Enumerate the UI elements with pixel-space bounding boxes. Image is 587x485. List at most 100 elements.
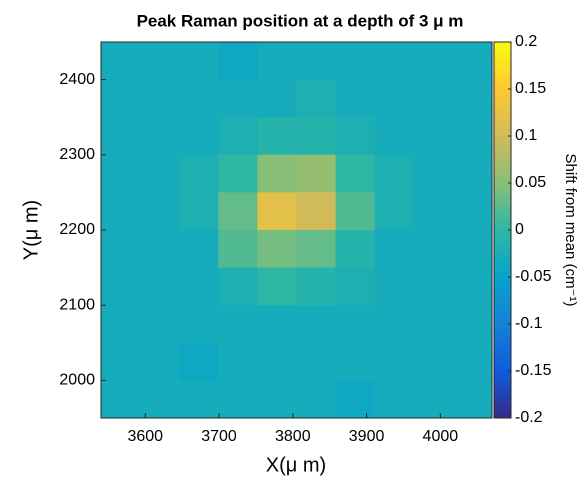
colorbar-tick-label: -0.05 (515, 268, 552, 285)
heatmap-cell (218, 305, 258, 344)
heatmap-cell (413, 342, 454, 381)
heatmap-cell (374, 42, 415, 81)
heatmap-cell (335, 305, 376, 344)
heatmap-cell (101, 79, 141, 118)
heatmap-cell (179, 117, 219, 156)
heatmap-cell (257, 305, 297, 344)
heatmap-cell (257, 154, 297, 193)
y-tick-label: 2100 (59, 296, 95, 313)
heatmap-cell (296, 267, 337, 306)
heatmap-cell (296, 154, 337, 193)
heatmap-cell (140, 305, 180, 344)
heatmap-cell (335, 79, 376, 118)
heatmap-cell (452, 230, 493, 269)
heatmap-cell (413, 305, 454, 344)
heatmap-cell (140, 79, 180, 118)
heatmap-cell (335, 42, 376, 81)
heatmap-cell (296, 305, 337, 344)
heatmap-cell (179, 79, 219, 118)
heatmap-cell (218, 117, 258, 156)
heatmap-cell (452, 154, 493, 193)
heatmap-cell (374, 117, 415, 156)
heatmap-cell (179, 230, 219, 269)
heatmap-cell (374, 267, 415, 306)
heatmap-cell (257, 267, 297, 306)
heatmap-cell (140, 230, 180, 269)
y-axis-label: Y(μ m) (20, 200, 42, 260)
heatmap-cell (452, 342, 493, 381)
heatmap-cell (452, 305, 493, 344)
heatmap-cell (374, 192, 415, 231)
heatmap-cell (101, 380, 141, 419)
heatmap-cell (374, 380, 415, 419)
heatmap-cell (335, 154, 376, 193)
y-tick-label: 2300 (59, 146, 95, 163)
heatmap-cell (452, 380, 493, 419)
heatmap-cell (335, 192, 376, 231)
heatmap-cell (179, 342, 219, 381)
heatmap-cell (413, 79, 454, 118)
heatmap-cell (296, 380, 337, 419)
y-tick-label: 2000 (59, 372, 95, 389)
heatmap-cell (257, 117, 297, 156)
colorbar-tick-label: 0.2 (515, 33, 537, 50)
heatmap-cell (218, 230, 258, 269)
heatmap-cell (296, 230, 337, 269)
colorbar-tick-label: -0.2 (515, 409, 543, 426)
heatmap-cell (218, 79, 258, 118)
heatmap-cell (140, 380, 180, 419)
y-tick-label: 2400 (59, 71, 95, 88)
heatmap-cell (257, 192, 297, 231)
heatmap-cell (218, 342, 258, 381)
colorbar-tick-label: 0.1 (515, 127, 537, 144)
heatmap-cell (335, 380, 376, 419)
heatmap-cell (413, 380, 454, 419)
heatmap-cell (101, 230, 141, 269)
heatmap-cell (374, 342, 415, 381)
heatmap-cell (257, 342, 297, 381)
heatmap-cell (257, 42, 297, 81)
colorbar-tick-label: 0.05 (515, 174, 546, 191)
heatmap-cell (101, 154, 141, 193)
heatmap-cell (452, 267, 493, 306)
heatmap-cell (179, 305, 219, 344)
heatmap-cell (413, 192, 454, 231)
heatmap-cell (218, 380, 258, 419)
heatmap-cell (413, 230, 454, 269)
colorbar-label: Shift from mean (cm⁻¹) (562, 154, 579, 307)
heatmap-cell (140, 342, 180, 381)
heatmap-cell (296, 117, 337, 156)
heatmap-cell (179, 380, 219, 419)
heatmap-cell (140, 192, 180, 231)
x-tick-label: 3800 (275, 428, 311, 445)
heatmap-cell (413, 117, 454, 156)
heatmap-cell (101, 42, 141, 81)
heatmap-cell (140, 267, 180, 306)
heatmap-cell (218, 192, 258, 231)
heatmap-cell (335, 117, 376, 156)
heatmap-cell (101, 267, 141, 306)
x-tick-label: 3700 (201, 428, 237, 445)
x-tick-label: 4000 (423, 428, 459, 445)
heatmap-cell (296, 79, 337, 118)
heatmap-cell (101, 192, 141, 231)
heatmap-cell (413, 154, 454, 193)
heatmap-cell (296, 42, 337, 81)
heatmap-cell (374, 154, 415, 193)
chart-title: Peak Raman position at a depth of 3 μ m (137, 11, 464, 30)
heatmap-cell (101, 342, 141, 381)
heatmap-cell (257, 79, 297, 118)
colorbar-tick-label: -0.1 (515, 315, 543, 332)
heatmap-cell (257, 380, 297, 419)
heatmap-cell (335, 230, 376, 269)
heatmap-cell (101, 117, 141, 156)
colorbar-tick-label: -0.15 (515, 362, 552, 379)
heatmap-cell (374, 305, 415, 344)
colorbar-tick-label: 0.15 (515, 80, 546, 97)
x-axis-label: X(μ m) (266, 454, 326, 476)
heatmap-cell (452, 42, 493, 81)
heatmap-cell (218, 42, 258, 81)
heatmap-cell (413, 42, 454, 81)
heatmap-cell (296, 342, 337, 381)
heatmap-cell (452, 192, 493, 231)
